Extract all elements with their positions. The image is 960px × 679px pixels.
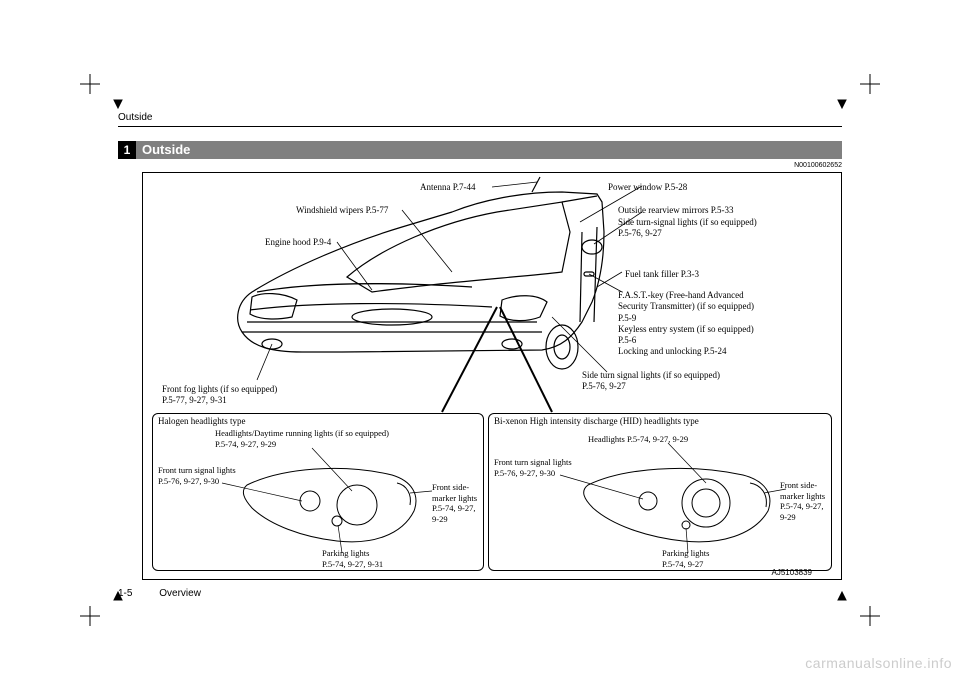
section-name: Overview (159, 588, 201, 599)
watermark: carmanualsonline.info (805, 655, 952, 671)
label-outside-mirrors: Outside rearview mirrors P.5-33 (618, 205, 733, 216)
halogen-headlights-label: Headlights/Daytime running lights (if so… (215, 428, 389, 449)
halogen-front-turn-label: Front turn signal lights P.5-76, 9-27, 9… (158, 465, 236, 486)
label-fuel-filler: Fuel tank filler P.3-3 (625, 269, 699, 280)
chapter-tab: 1 (118, 141, 136, 159)
label-front-fog: Front fog lights (if so equipped) P.5-77… (162, 384, 277, 407)
label-side-turn-bottom: Side turn signal lights (if so equipped)… (582, 370, 720, 393)
hid-headlights-label: Headlights P.5-74, 9-27, 9-29 (588, 434, 688, 445)
hid-front-turn-label: Front turn signal lights P.5-76, 9-27, 9… (494, 457, 572, 478)
image-id: AJ5103839 (772, 568, 812, 577)
label-antenna: Antenna P.7-44 (420, 182, 476, 193)
label-side-turn-top: Side turn-signal lights (if so equipped)… (618, 217, 757, 240)
header-rule (118, 126, 842, 127)
doc-id: N00100602652 (794, 162, 842, 169)
page-number: 1-5 (118, 588, 132, 599)
running-head: Outside (118, 112, 152, 123)
halogen-parking-label: Parking lights P.5-74, 9-27, 9-31 (322, 548, 383, 569)
hid-side-marker-label: Front side- marker lights P.5-74, 9-27, … (780, 480, 825, 523)
label-windshield-wipers: Windshield wipers P.5-77 (296, 205, 388, 216)
halogen-side-marker-label: Front side- marker lights P.5-74, 9-27, … (432, 482, 477, 525)
label-fast-key: F.A.S.T.-key (Free-hand Advanced Securit… (618, 290, 754, 358)
hid-parking-label: Parking lights P.5-74, 9-27 (662, 548, 709, 569)
page-title: Outside (136, 141, 842, 159)
page-footer: 1-5 Overview (118, 588, 201, 599)
label-power-window: Power window P.5-28 (608, 182, 687, 193)
label-engine-hood: Engine hood P.9-4 (265, 237, 331, 248)
